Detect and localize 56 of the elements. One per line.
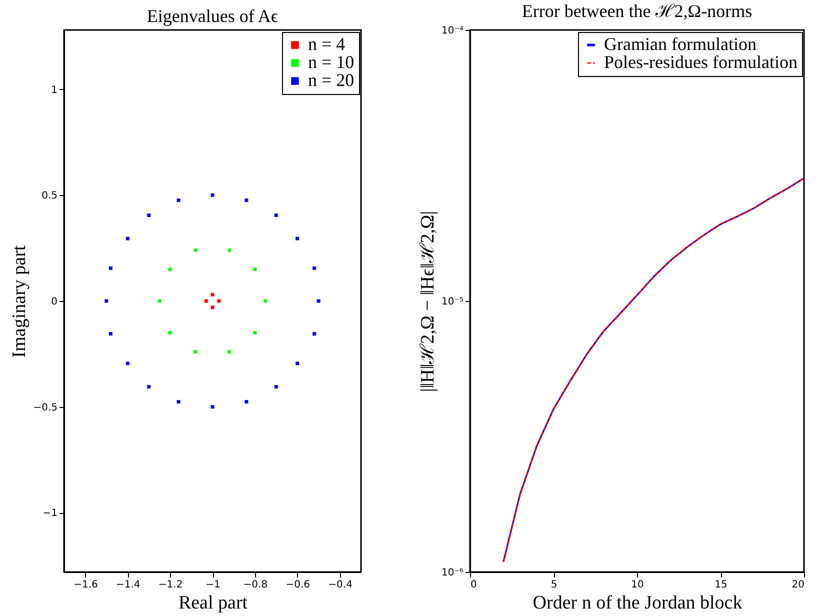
- point: [147, 214, 151, 217]
- x-tick-label: −0.8: [243, 580, 268, 590]
- point: [126, 362, 130, 366]
- point: [108, 332, 112, 336]
- x-tick-label: −1.4: [116, 580, 140, 590]
- point: [274, 385, 278, 388]
- x-tick-label: −0.6: [286, 580, 310, 590]
- point: [312, 266, 316, 270]
- point: [108, 266, 112, 270]
- y-tick-label: −1: [42, 508, 58, 520]
- point: [194, 350, 198, 354]
- y-tick-label: −0.5: [33, 402, 58, 414]
- y-axis-title: |‖H‖ℋ2,Ω − ‖Hϵ‖ℋ2,Ω|: [417, 210, 438, 392]
- legend-label: Poles-residues formulation: [604, 52, 798, 72]
- y-tick-label: 10⁻⁵: [441, 296, 464, 308]
- x-tick-label: 20: [792, 580, 804, 590]
- point: [194, 248, 198, 252]
- point: [168, 268, 172, 271]
- point: [228, 248, 232, 252]
- legend-label: n = 10: [308, 52, 354, 72]
- y-tick-label: 0.5: [42, 190, 58, 202]
- point: [168, 331, 172, 334]
- x-tick-label: 0: [470, 580, 477, 590]
- point: [274, 214, 278, 217]
- chart-title: Eigenvalues of Aϵ: [146, 6, 278, 26]
- x-tick-label: 5: [550, 580, 558, 590]
- point: [253, 268, 257, 271]
- x-tick-label: 15: [714, 580, 728, 590]
- legend-label: n = 20: [308, 70, 354, 90]
- y-tick-label: 1: [51, 84, 58, 96]
- y-tick-label: 10⁻⁶: [441, 568, 464, 578]
- x-tick-label: −1: [206, 580, 220, 590]
- chart-title: Error between the ℋ2,Ω-norms: [522, 1, 752, 21]
- point: [126, 236, 130, 240]
- x-tick-label: −1.6: [74, 580, 98, 590]
- point: [147, 385, 151, 388]
- y-tick-label: 0: [51, 296, 58, 308]
- point: [244, 198, 248, 202]
- point: [312, 332, 316, 336]
- x-tick-label: −1.2: [158, 580, 183, 590]
- point: [296, 362, 300, 366]
- point: [228, 350, 232, 354]
- point: [296, 236, 300, 240]
- y-tick-label: 10⁻⁴: [441, 26, 464, 36]
- point: [244, 400, 248, 404]
- line-series: [502, 177, 805, 563]
- point: [253, 331, 257, 334]
- point: [176, 400, 180, 404]
- point: [176, 198, 180, 202]
- y-axis-title: Imaginary part: [9, 244, 30, 358]
- x-tick-label: 10: [631, 580, 644, 590]
- legend-label: n = 4: [308, 34, 346, 54]
- x-axis-title: Real part: [178, 592, 248, 614]
- legend-label: Gramian formulation: [604, 34, 756, 54]
- x-axis-title: Order n of the Jordan block: [532, 592, 743, 614]
- x-tick-label: −0.4: [328, 580, 352, 590]
